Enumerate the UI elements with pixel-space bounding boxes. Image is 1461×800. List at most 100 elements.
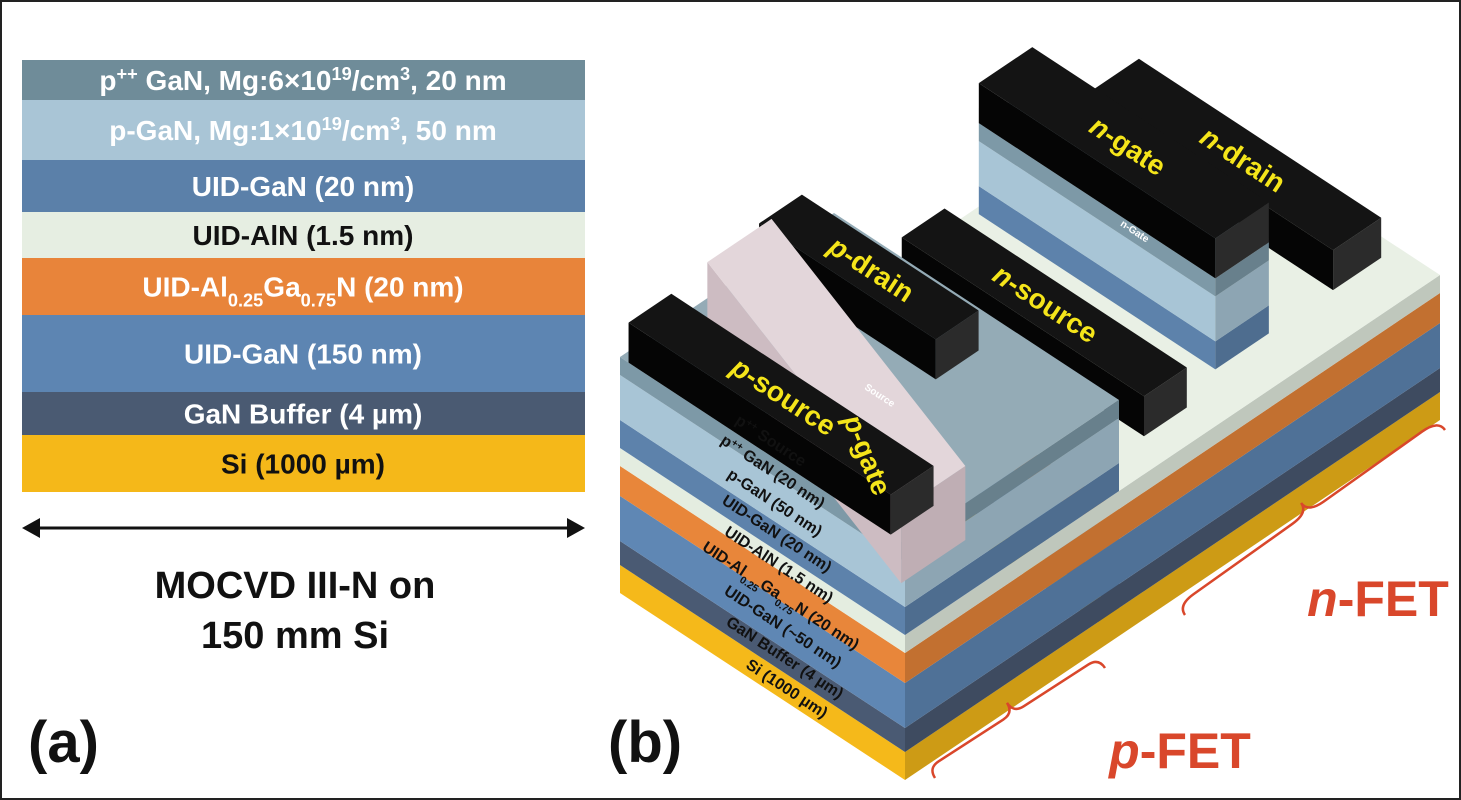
layer [22,258,585,315]
p-base-shade [905,539,1119,728]
n-gate-mesa-front [1215,242,1269,297]
p-drain-contact-top [759,194,979,340]
region-label-part: -FET [1140,723,1251,779]
n-gate-contact-front [1215,202,1269,279]
layer-label: p++ GaN, Mg:6×1019/cm3, 20 nm [99,64,506,96]
p-base-front [905,509,1119,683]
layer-label: GaN Buffer (4 µm) [184,399,423,430]
layer [22,60,585,100]
p-source-contact-front [890,465,934,535]
p-base-shade [905,418,1119,607]
n-drain-contact-top [1090,58,1382,251]
n-gate-mesa-left [978,141,1216,342]
arrow-head [567,518,585,538]
p-base-front [905,463,1119,635]
layer-label-part: N (20 nm) [336,272,464,303]
p-base-front [905,608,1119,780]
region-label: n-FET [1307,571,1449,627]
p-source-contact-top [628,293,934,495]
p-base-left [620,565,905,780]
layer-label-part: GaN Buffer (4 µm) [184,399,423,430]
layer-label-part: UID-GaN (150 nm) [184,339,422,370]
layer-label-part: 3 [390,114,400,134]
p-base-left [620,466,905,683]
layer-label-part: 19 [322,114,342,134]
p-base-front [905,539,1119,728]
n-base-shade [1119,392,1440,636]
p-drain-contact-front [935,310,979,380]
layer [22,435,585,492]
n-gate-mesa-left [978,123,1216,297]
layer-label-part: UID-GaN (20 nm) [192,171,414,202]
panel-label: (a) [28,710,99,775]
p-base-shade [905,463,1119,635]
n-gate-contact-top [978,47,1269,239]
layer-label: Si (1000 µm) [221,449,385,480]
layer-label-part: 0.25 [228,291,263,311]
brace [1181,424,1447,616]
p-base-shade [905,584,1119,752]
caption: 150 mm Si [201,615,389,657]
p-base-front [905,418,1119,607]
region-label-part: -FET [1338,571,1449,627]
layer-label-part: 19 [332,64,352,84]
layer [22,160,585,212]
layer-label-part: 0.75 [301,291,336,311]
n-source-contact-front [1144,367,1187,437]
p-source-contact-left [628,322,891,535]
layer [22,315,585,392]
layer-label: UID-Al0.25Ga0.75N (20 nm) [142,272,463,311]
n-gate-mesa-shade [1215,242,1269,297]
layer-label-part: UID-AlN (1.5 nm) [193,220,414,251]
n-base-front [1119,392,1440,636]
layer-label-part: , 20 nm [410,65,506,96]
layer [22,212,585,258]
region-label-part: n [1307,571,1338,627]
layer-label-part: ++ [117,64,138,84]
n-drain-contact-front [1333,217,1382,291]
n-gate-mesa-shade [1215,260,1269,342]
region-label-part: p [1107,723,1140,779]
n-base-front [1119,293,1440,539]
p-base-left [620,541,905,752]
n-base-shade [1119,323,1440,584]
n-base-front [1119,323,1440,584]
p-gate-front [901,466,966,584]
layer-label-part: p-GaN, Mg:1×10 [109,115,321,146]
p-base-shade [905,491,1119,653]
p-base-left [620,420,905,635]
p-base-left [620,375,905,607]
layer-label-part: 3 [400,64,410,84]
layer-label-part: UID-Al [142,272,228,303]
layer-label: UID-AlN (1.5 nm) [193,220,414,251]
layer-label: UID-GaN (20 nm) [192,171,414,202]
layer-label: p-GaN, Mg:1×1019/cm3, 50 nm [109,114,496,146]
layer-label-part: /cm [342,115,390,146]
layer-label-part: , 50 nm [400,115,496,146]
layer-label-part: GaN, Mg:6×10 [138,65,332,96]
n-gate-mesa-left [978,186,1216,370]
panel-a: p++ GaN, Mg:6×1019/cm3, 20 nmp-GaN, Mg:1… [22,60,585,775]
layer-label: UID-GaN (150 nm) [184,339,422,370]
n-gate-contact-left [978,83,1216,279]
p-base-left [620,496,905,728]
p-base-shade [905,608,1119,780]
layer-label-part: Si (1000 µm) [221,449,385,480]
caption: MOCVD III-N on [155,565,436,607]
n-base-shade [1119,293,1440,539]
p-base-left [620,357,905,562]
layer-label-part: p [99,65,116,96]
p-gate-top [707,218,966,510]
region-label: p-FET [1107,723,1251,779]
n-gate-mesa-front [1215,305,1269,370]
n-base-front [1119,275,1440,509]
p-base-left [620,448,905,653]
n-source-contact-top [901,208,1187,397]
layer [22,100,585,160]
n-gate-mesa-front [1215,260,1269,342]
n-base-shade [1119,275,1440,509]
p-base-shade [905,509,1119,683]
layer [22,392,585,435]
